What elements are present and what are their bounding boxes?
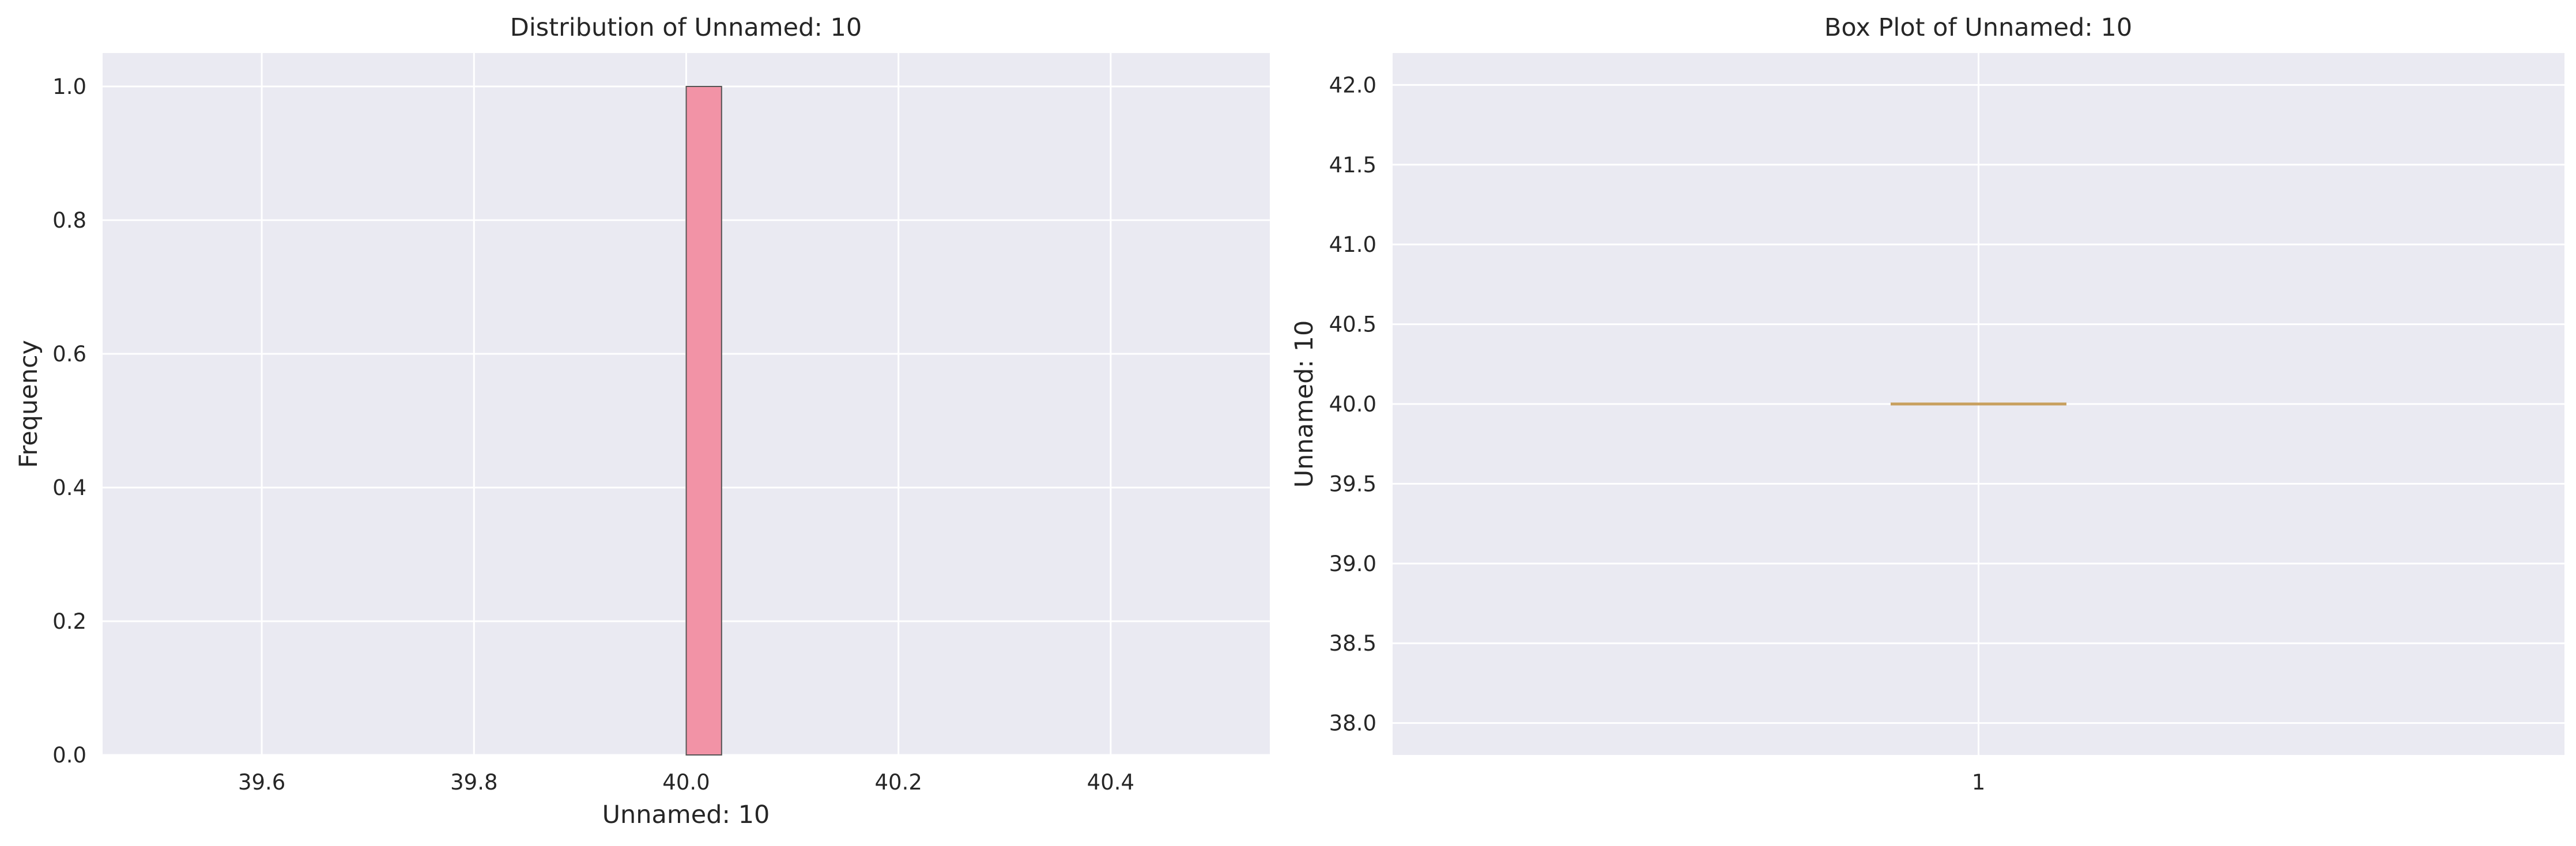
boxplot-y-tick-label: 41.5 bbox=[1329, 153, 1376, 177]
boxplot-y-ticks: 38.0 38.5 39.0 39.5 40.0 40.5 41.0 41.5 42.0 bbox=[1329, 73, 1376, 735]
histogram-y-tick-label: 0.0 bbox=[52, 743, 86, 768]
histogram-x-tick-label: 40.0 bbox=[662, 770, 710, 795]
boxplot-y-tick-label: 39.5 bbox=[1329, 471, 1376, 496]
histogram-title: Distribution of Unnamed: 10 bbox=[510, 13, 862, 42]
histogram-x-axis-label: Unnamed: 10 bbox=[602, 800, 770, 829]
boxplot-y-tick-label: 41.0 bbox=[1329, 232, 1376, 257]
histogram-y-tick-label: 0.6 bbox=[52, 342, 86, 367]
histogram-y-tick-label: 0.8 bbox=[52, 208, 86, 233]
boxplot-y-tick-label: 42.0 bbox=[1329, 73, 1376, 97]
histogram-x-tick-label: 40.4 bbox=[1087, 770, 1134, 795]
histogram-y-ticks: 0.0 0.2 0.4 0.6 0.8 1.0 bbox=[52, 74, 86, 768]
boxplot-y-axis-label: Unnamed: 10 bbox=[1290, 320, 1319, 488]
histogram-x-tick-label: 39.8 bbox=[450, 770, 497, 795]
boxplot-y-tick-label: 40.5 bbox=[1329, 312, 1376, 337]
boxplot-y-tick-label: 38.0 bbox=[1329, 711, 1376, 736]
boxplot-y-tick-label: 39.0 bbox=[1329, 552, 1376, 576]
histogram-bars bbox=[685, 86, 722, 756]
histogram-x-ticks: 39.6 39.8 40.0 40.2 40.4 bbox=[238, 770, 1134, 795]
boxplot-panel: 1 38.0 38.5 39.0 39.5 40.0 40.5 41.0 41.5 42.0 B… bbox=[1290, 13, 2564, 795]
histogram-panel: 39.6 39.8 40.0 40.2 40.4 0.00.20.40.60.81.0 … bbox=[14, 13, 1270, 829]
histogram-y-tick-label: 0.2 bbox=[52, 609, 86, 634]
boxplot-y-tick-label: 38.5 bbox=[1329, 631, 1376, 656]
histogram-y-tick-label: 0.4 bbox=[52, 475, 86, 500]
boxplot-x-tick-label: 1 bbox=[1972, 770, 1986, 795]
histogram-y-axis-label: Frequency bbox=[14, 340, 43, 468]
histogram-x-tick-label: 39.6 bbox=[238, 770, 285, 795]
boxplot-y-tick-label: 40.0 bbox=[1329, 392, 1376, 417]
boxplot-x-ticks: 1 bbox=[1972, 770, 1986, 795]
histogram-x-tick-label: 40.2 bbox=[874, 770, 922, 795]
boxplot-title: Box Plot of Unnamed: 10 bbox=[1824, 13, 2132, 42]
histogram-y-tick-label: 1.0 bbox=[52, 74, 86, 99]
histogram-bar bbox=[685, 86, 722, 756]
